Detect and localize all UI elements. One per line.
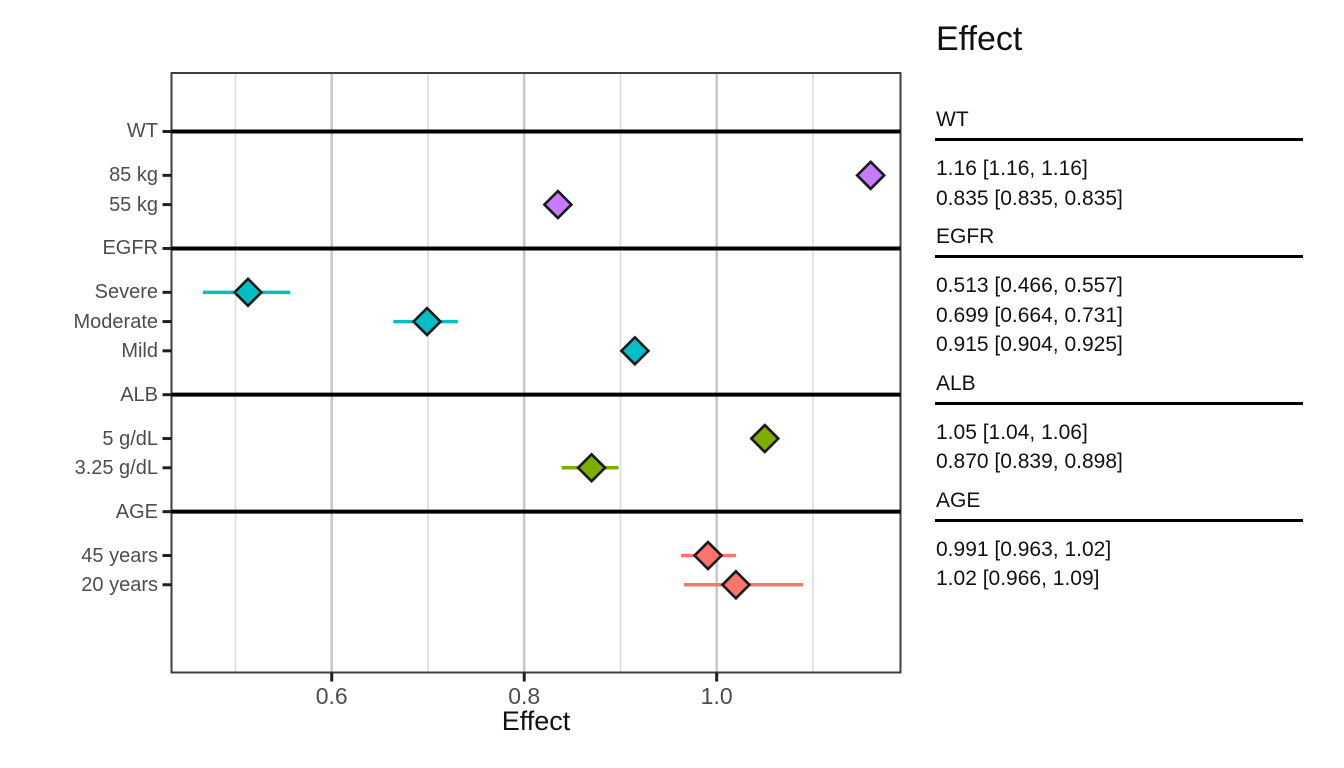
panel-section-label: EGFR: [936, 225, 995, 249]
y-axis-item-label: Mild: [121, 339, 158, 362]
x-tick-label: 0.8: [508, 683, 541, 709]
y-axis-item-label: 55 kg: [109, 193, 158, 216]
effect-diamond-marker: [576, 452, 607, 484]
panel-estimate-text: 1.05 [1.04, 1.06]: [936, 420, 1088, 444]
panel-section-underline: [935, 138, 1303, 142]
y-axis-item-label: 45 years: [81, 544, 158, 567]
y-axis-item-label: 3.25 g/dL: [74, 456, 158, 479]
panel-estimate-text: 0.870 [0.839, 0.898]: [936, 449, 1123, 473]
y-axis-group-label: AGE: [115, 500, 158, 523]
panel-section-underline: [935, 401, 1303, 405]
y-axis-group-label: WT: [126, 120, 158, 143]
y-axis-group-label: ALB: [120, 383, 158, 406]
panel-section-label: ALB: [936, 371, 976, 395]
panel-section-label: WT: [936, 108, 969, 132]
effect-diamond-marker: [232, 276, 264, 308]
panel-estimate-text: 0.699 [0.664, 0.731]: [936, 303, 1123, 327]
x-tick-label: 0.6: [315, 683, 348, 709]
effect-diamond-marker: [855, 160, 887, 191]
effect-diamond-marker: [720, 569, 752, 601]
right-panel-title: Effect: [936, 20, 1023, 58]
panel-section-label: AGE: [936, 488, 981, 512]
effect-diamond-marker: [692, 540, 724, 571]
panel-section-underline: [935, 255, 1303, 259]
effect-diamond-marker: [542, 189, 574, 220]
panel-estimate-text: 0.835 [0.835, 0.835]: [936, 186, 1123, 210]
x-tick-label: 1.0: [700, 683, 733, 709]
panel-estimate-text: 1.02 [0.966, 1.09]: [936, 566, 1100, 590]
y-axis-group-label: EGFR: [102, 237, 158, 260]
y-axis-item-label: 5 g/dL: [102, 427, 158, 450]
x-axis-title: Effect: [501, 706, 571, 736]
effect-diamond-marker: [411, 306, 443, 337]
panel-border: [170, 72, 902, 674]
y-axis-item-label: Severe: [94, 281, 158, 304]
y-axis-item-label: 85 kg: [109, 164, 158, 187]
panel-section-underline: [935, 518, 1303, 522]
panel-estimate-text: 0.915 [0.904, 0.925]: [936, 332, 1123, 356]
panel-estimate-text: 1.16 [1.16, 1.16]: [936, 157, 1088, 181]
y-axis-item-label: Moderate: [73, 310, 159, 333]
effect-diamond-marker: [749, 423, 781, 454]
panel-estimate-text: 0.513 [0.466, 0.557]: [936, 274, 1123, 298]
y-axis-item-label: 20 years: [81, 573, 158, 596]
panel-estimate-text: 0.991 [0.963, 1.02]: [936, 537, 1112, 561]
effect-diamond-marker: [619, 335, 651, 367]
